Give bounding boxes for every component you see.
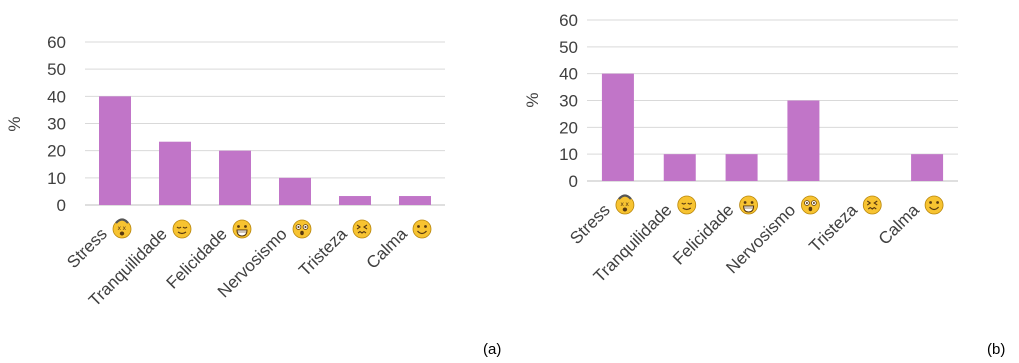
- y-tick-label: 40: [47, 87, 66, 106]
- bar-calma: [399, 196, 431, 205]
- y-tick-label: 50: [47, 60, 66, 79]
- y-tick-label: 60: [47, 33, 66, 52]
- category-nervosismo: Nervosismo: [722, 195, 820, 277]
- surprised-face-icon: [292, 219, 312, 239]
- smiling-face-icon: [924, 195, 944, 215]
- y-tick-label: 30: [559, 92, 578, 111]
- svg-text:x: x: [123, 225, 127, 232]
- y-tick-label: 40: [559, 65, 578, 84]
- bar-stress: [601, 73, 634, 181]
- bar-tristeza: [339, 196, 371, 205]
- smiling-face-icon: [412, 219, 432, 239]
- svg-text:x: x: [620, 201, 624, 208]
- bar-calma: [911, 154, 944, 181]
- y-tick-label: 0: [57, 196, 66, 215]
- confounded-face-icon: [352, 219, 372, 239]
- category-calma: Calma: [363, 219, 432, 273]
- category-label: Calma: [875, 200, 924, 249]
- bar-nervosismo: [787, 100, 820, 181]
- category-label: Stress: [566, 200, 614, 248]
- bar-stress: [99, 96, 131, 205]
- bar-tranquilidade: [663, 154, 696, 181]
- y-axis-label: %: [523, 92, 542, 107]
- svg-text:x: x: [118, 225, 122, 232]
- y-tick-label: 20: [559, 118, 578, 137]
- bar-nervosismo: [279, 177, 311, 205]
- y-tick-label: 30: [47, 115, 66, 134]
- category-calma: Calma: [875, 195, 944, 249]
- panel-label: (a): [483, 341, 501, 358]
- confounded-face-icon: [862, 195, 882, 215]
- bar-felicidade: [219, 150, 251, 205]
- y-axis-label: %: [5, 116, 24, 131]
- y-tick-label: 10: [559, 145, 578, 164]
- panel-label: (b): [987, 341, 1005, 358]
- category-label: Stress: [63, 224, 111, 272]
- relieved-face-icon: [677, 195, 697, 215]
- surprised-face-icon: [801, 195, 820, 215]
- bar-tranquilidade: [159, 141, 191, 205]
- grinning-face-icon: [232, 219, 252, 239]
- svg-text:x: x: [625, 201, 629, 208]
- category-nervosismo: Nervosismo: [214, 219, 312, 301]
- y-tick-label: 10: [47, 169, 66, 188]
- bar-felicidade: [725, 154, 758, 181]
- y-tick-label: 60: [559, 11, 578, 30]
- y-tick-label: 0: [569, 172, 578, 191]
- y-tick-label: 50: [559, 38, 578, 57]
- grinning-face-icon: [739, 195, 758, 215]
- y-tick-label: 20: [47, 142, 66, 161]
- relieved-face-icon: [172, 219, 192, 239]
